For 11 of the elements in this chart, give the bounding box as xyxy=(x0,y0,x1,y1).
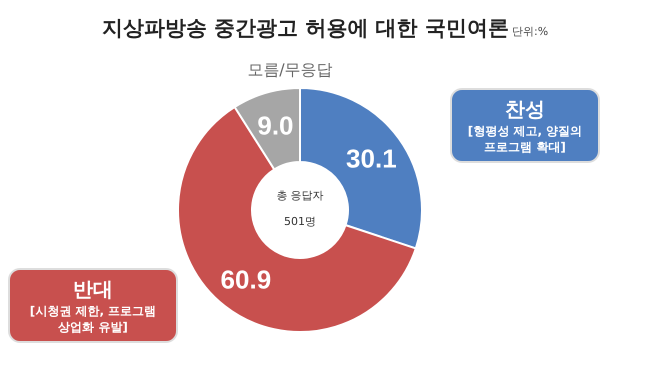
chart-subtitle: 단위:% xyxy=(512,25,548,38)
text: [형평성 제고, 양질의 프로그램 확대] xyxy=(466,123,584,155)
data-label: 60.9 xyxy=(220,264,272,294)
text: 총 응답자 501명 xyxy=(275,188,325,230)
slice-label: 모름/무응답 xyxy=(246,60,334,81)
slice-label: 반대 xyxy=(72,276,114,303)
data-label: 9.0 xyxy=(257,110,294,140)
slice-label: 찬성 xyxy=(504,96,546,123)
chart-title: 지상파방송 중간광고 허용에 대한 국민여론 xyxy=(102,16,510,40)
data-label: 30.1 xyxy=(346,144,397,174)
text: [시청권 제한, 프로그램 상업화 유발] xyxy=(28,303,158,335)
